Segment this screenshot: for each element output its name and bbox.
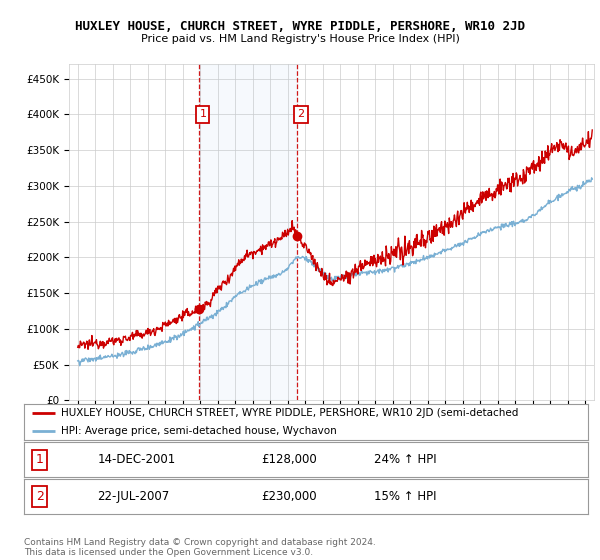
Text: Price paid vs. HM Land Registry's House Price Index (HPI): Price paid vs. HM Land Registry's House … xyxy=(140,34,460,44)
Text: 14-DEC-2001: 14-DEC-2001 xyxy=(97,453,176,466)
Text: £128,000: £128,000 xyxy=(261,453,317,466)
Text: HUXLEY HOUSE, CHURCH STREET, WYRE PIDDLE, PERSHORE, WR10 2JD: HUXLEY HOUSE, CHURCH STREET, WYRE PIDDLE… xyxy=(75,20,525,32)
Text: 1: 1 xyxy=(199,109,206,119)
Text: HUXLEY HOUSE, CHURCH STREET, WYRE PIDDLE, PERSHORE, WR10 2JD (semi-detached: HUXLEY HOUSE, CHURCH STREET, WYRE PIDDLE… xyxy=(61,408,518,418)
Text: 1: 1 xyxy=(36,453,44,466)
Text: 2: 2 xyxy=(36,490,44,503)
Text: £230,000: £230,000 xyxy=(261,490,317,503)
Bar xyxy=(199,64,298,400)
Text: 24% ↑ HPI: 24% ↑ HPI xyxy=(374,453,436,466)
Text: Contains HM Land Registry data © Crown copyright and database right 2024.
This d: Contains HM Land Registry data © Crown c… xyxy=(24,538,376,557)
Text: 15% ↑ HPI: 15% ↑ HPI xyxy=(374,490,436,503)
Text: 2: 2 xyxy=(298,109,304,119)
Text: HPI: Average price, semi-detached house, Wychavon: HPI: Average price, semi-detached house,… xyxy=(61,426,337,436)
Text: 22-JUL-2007: 22-JUL-2007 xyxy=(97,490,170,503)
